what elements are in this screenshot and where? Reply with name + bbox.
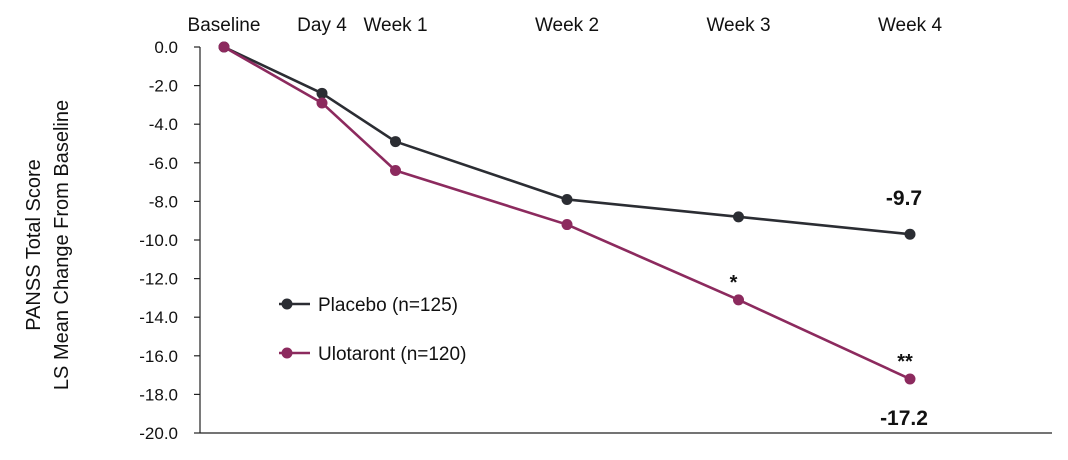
axes: 0.0 -2.0 -4.0 -6.0 -8.0 -10.0 -12.0 -14.0 -16.0 -… xyxy=(139,15,1052,443)
data-point xyxy=(390,136,401,148)
significance-marker: * xyxy=(730,272,738,294)
annotations: -9.7-17.2*** xyxy=(730,187,928,430)
y-tick-label: -2.0 xyxy=(149,77,178,96)
legend-item: Placebo (n=125) xyxy=(279,295,458,316)
data-point xyxy=(218,41,230,53)
y-tick-label: -12.0 xyxy=(139,270,178,289)
data-point xyxy=(390,165,401,177)
data-label: -17.2 xyxy=(880,407,928,430)
data-point xyxy=(561,219,573,231)
data-point xyxy=(316,97,328,109)
y-tick-label: -8.0 xyxy=(149,192,178,211)
y-tick-label: -18.0 xyxy=(139,385,178,404)
x-tick-label: Week 2 xyxy=(535,15,599,36)
data-point xyxy=(733,294,744,306)
legend-label: Placebo (n=125) xyxy=(318,295,458,316)
x-tick-label: Week 1 xyxy=(363,15,427,36)
legend-label: Ulotaront (n=120) xyxy=(318,344,466,365)
legend: Placebo (n=125) Ulotaront (n=120) xyxy=(279,295,466,365)
y-tick-label: -6.0 xyxy=(149,154,178,173)
legend-item: Ulotaront (n=120) xyxy=(279,344,466,365)
legend-swatch-marker xyxy=(281,347,293,359)
data-point xyxy=(904,228,916,240)
y-tick-label: -4.0 xyxy=(149,115,178,134)
data-point xyxy=(904,373,916,385)
legend-swatch-marker xyxy=(281,298,293,310)
y-axis-title-line: PANSS Total Score xyxy=(23,159,45,331)
data-label: -9.7 xyxy=(886,187,922,210)
x-tick-label: Week 3 xyxy=(706,15,770,36)
series-line xyxy=(223,45,911,381)
y-tick-label: 0.0 xyxy=(154,38,178,57)
x-tick-label: Week 4 xyxy=(878,15,943,36)
series-0 xyxy=(218,41,916,240)
y-tick-label: -16.0 xyxy=(139,347,178,366)
series xyxy=(218,41,916,385)
series-1 xyxy=(218,41,916,385)
significance-marker: ** xyxy=(897,351,913,373)
y-tick-label: -10.0 xyxy=(139,231,178,250)
data-point xyxy=(561,193,573,205)
x-tick-label: Day 4 xyxy=(297,15,347,36)
y-axis-title: PANSS Total Score LS Mean Change From Bas… xyxy=(23,100,73,390)
data-point xyxy=(733,211,744,223)
data-point xyxy=(316,87,328,99)
y-tick-label: -14.0 xyxy=(139,308,178,327)
y-axis-title-line: LS Mean Change From Baseline xyxy=(51,100,73,390)
y-tick-label: -20.0 xyxy=(139,424,178,443)
series-line xyxy=(223,45,911,236)
x-tick-label: Baseline xyxy=(188,15,261,36)
